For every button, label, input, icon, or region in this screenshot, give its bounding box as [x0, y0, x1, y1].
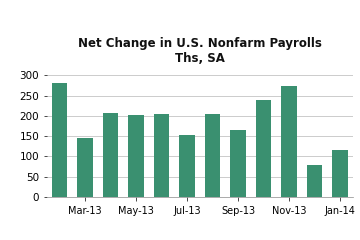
Title: Net Change in U.S. Nonfarm Payrolls
Ths, SA: Net Change in U.S. Nonfarm Payrolls Ths,… [78, 37, 322, 65]
Bar [256, 100, 271, 197]
Bar [332, 150, 348, 197]
Bar [282, 86, 297, 197]
Bar [103, 113, 118, 197]
Bar [77, 138, 93, 197]
Bar [129, 115, 144, 197]
Bar [230, 130, 246, 197]
Bar [205, 114, 220, 197]
Bar [307, 165, 322, 197]
Bar [52, 83, 67, 197]
Bar [154, 114, 169, 197]
Bar [179, 135, 195, 197]
